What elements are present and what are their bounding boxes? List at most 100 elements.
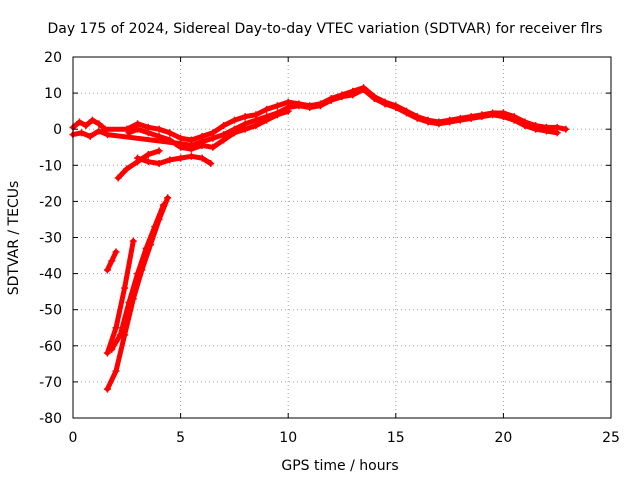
data-point: [263, 105, 271, 113]
data-point: [88, 116, 96, 124]
y-tick-label: -20: [39, 194, 62, 210]
data-point: [209, 143, 217, 151]
data-point: [187, 152, 195, 160]
data-point: [95, 120, 103, 128]
data-point: [456, 116, 464, 124]
x-tick-label: 10: [279, 430, 297, 446]
data-point: [207, 159, 215, 167]
data-point: [103, 266, 111, 274]
data-point: [108, 345, 116, 353]
chart-title: Day 175 of 2024, Sidereal Day-to-day VTE…: [47, 21, 602, 37]
data-point: [220, 136, 228, 144]
data-point: [370, 95, 378, 103]
data-point: [446, 118, 454, 126]
data-point: [241, 113, 249, 121]
data-point: [142, 244, 150, 252]
data-point: [103, 349, 111, 357]
data-point: [338, 93, 346, 101]
y-tick-label: -80: [39, 411, 62, 427]
data-point: [112, 248, 120, 256]
data-point: [562, 125, 570, 133]
data-point: [187, 145, 195, 153]
data-point: [177, 154, 185, 162]
data-point: [284, 107, 292, 115]
data-point: [166, 136, 174, 144]
data-point: [155, 132, 163, 140]
data-point: [82, 122, 90, 130]
data-point: [435, 120, 443, 128]
data-point: [112, 324, 120, 332]
data-point: [177, 143, 185, 151]
data-point: [155, 159, 163, 167]
data-point: [125, 298, 133, 306]
data-point: [155, 147, 163, 155]
x-tick-label: 20: [494, 430, 512, 446]
axis-ticks: [72, 56, 612, 419]
data-point: [424, 118, 432, 126]
data-point: [381, 100, 389, 108]
series-line-track-main-b: [70, 87, 560, 148]
data-point: [273, 111, 281, 119]
x-tick-label: 15: [387, 430, 405, 446]
data-point: [327, 96, 335, 104]
data-point: [95, 127, 103, 135]
y-tick-label: 20: [44, 50, 62, 66]
data-point: [403, 109, 411, 117]
data-point: [134, 270, 142, 278]
data-point: [230, 116, 238, 124]
data-point: [112, 367, 120, 375]
y-axis-label: SDTVAR / TECUs: [6, 181, 22, 296]
data-point: [521, 122, 529, 130]
data-point: [144, 150, 152, 158]
data-point: [123, 165, 131, 173]
series-line-steep-2: [104, 238, 136, 356]
data-point: [198, 154, 206, 162]
data-point: [151, 223, 159, 231]
data-point: [166, 129, 174, 137]
series-line-track-main-c: [126, 108, 291, 152]
data-point: [116, 331, 124, 339]
tick-labels: 0 5 10 15 20 25 -80 -70 -60 -50 -40 -30 -20 -10 0 10 20: [39, 50, 620, 446]
data-point: [349, 91, 357, 99]
data-point: [198, 141, 206, 149]
data-point: [499, 113, 507, 121]
y-tick-label: -60: [39, 339, 62, 355]
data-point: [159, 201, 167, 209]
data-point: [108, 257, 116, 265]
y-tick-label: -10: [39, 158, 62, 174]
y-tick-label: 10: [44, 86, 62, 102]
data-point: [86, 132, 94, 140]
y-tick-label: 0: [53, 122, 62, 138]
data-point: [489, 111, 497, 119]
data-point: [510, 116, 518, 124]
x-tick-label: 0: [69, 430, 78, 446]
data-point: [121, 284, 129, 292]
data-point: [123, 125, 131, 133]
data-point: [129, 237, 137, 245]
y-tick-label: -40: [39, 267, 62, 283]
data-point: [114, 174, 122, 182]
data-point: [532, 125, 540, 133]
data-point: [75, 118, 83, 126]
data-point: [220, 122, 228, 130]
data-point: [360, 85, 368, 93]
data-point: [306, 104, 314, 112]
data-point: [413, 114, 421, 122]
data-point: [263, 116, 271, 124]
data-point: [553, 129, 561, 137]
data-point: [166, 156, 174, 164]
data-point: [295, 102, 303, 110]
x-axis-label: GPS time / hours: [281, 458, 398, 474]
data-point: [144, 158, 152, 166]
data-point: [316, 102, 324, 110]
data-point: [230, 129, 238, 137]
y-tick-label: -30: [39, 231, 62, 247]
data-point: [134, 125, 142, 133]
data-point: [103, 131, 111, 139]
data-point: [155, 125, 163, 133]
data-point: [134, 154, 142, 162]
x-tick-label: 5: [176, 430, 185, 446]
data-series-layer: [69, 84, 570, 393]
data-point: [542, 127, 550, 135]
